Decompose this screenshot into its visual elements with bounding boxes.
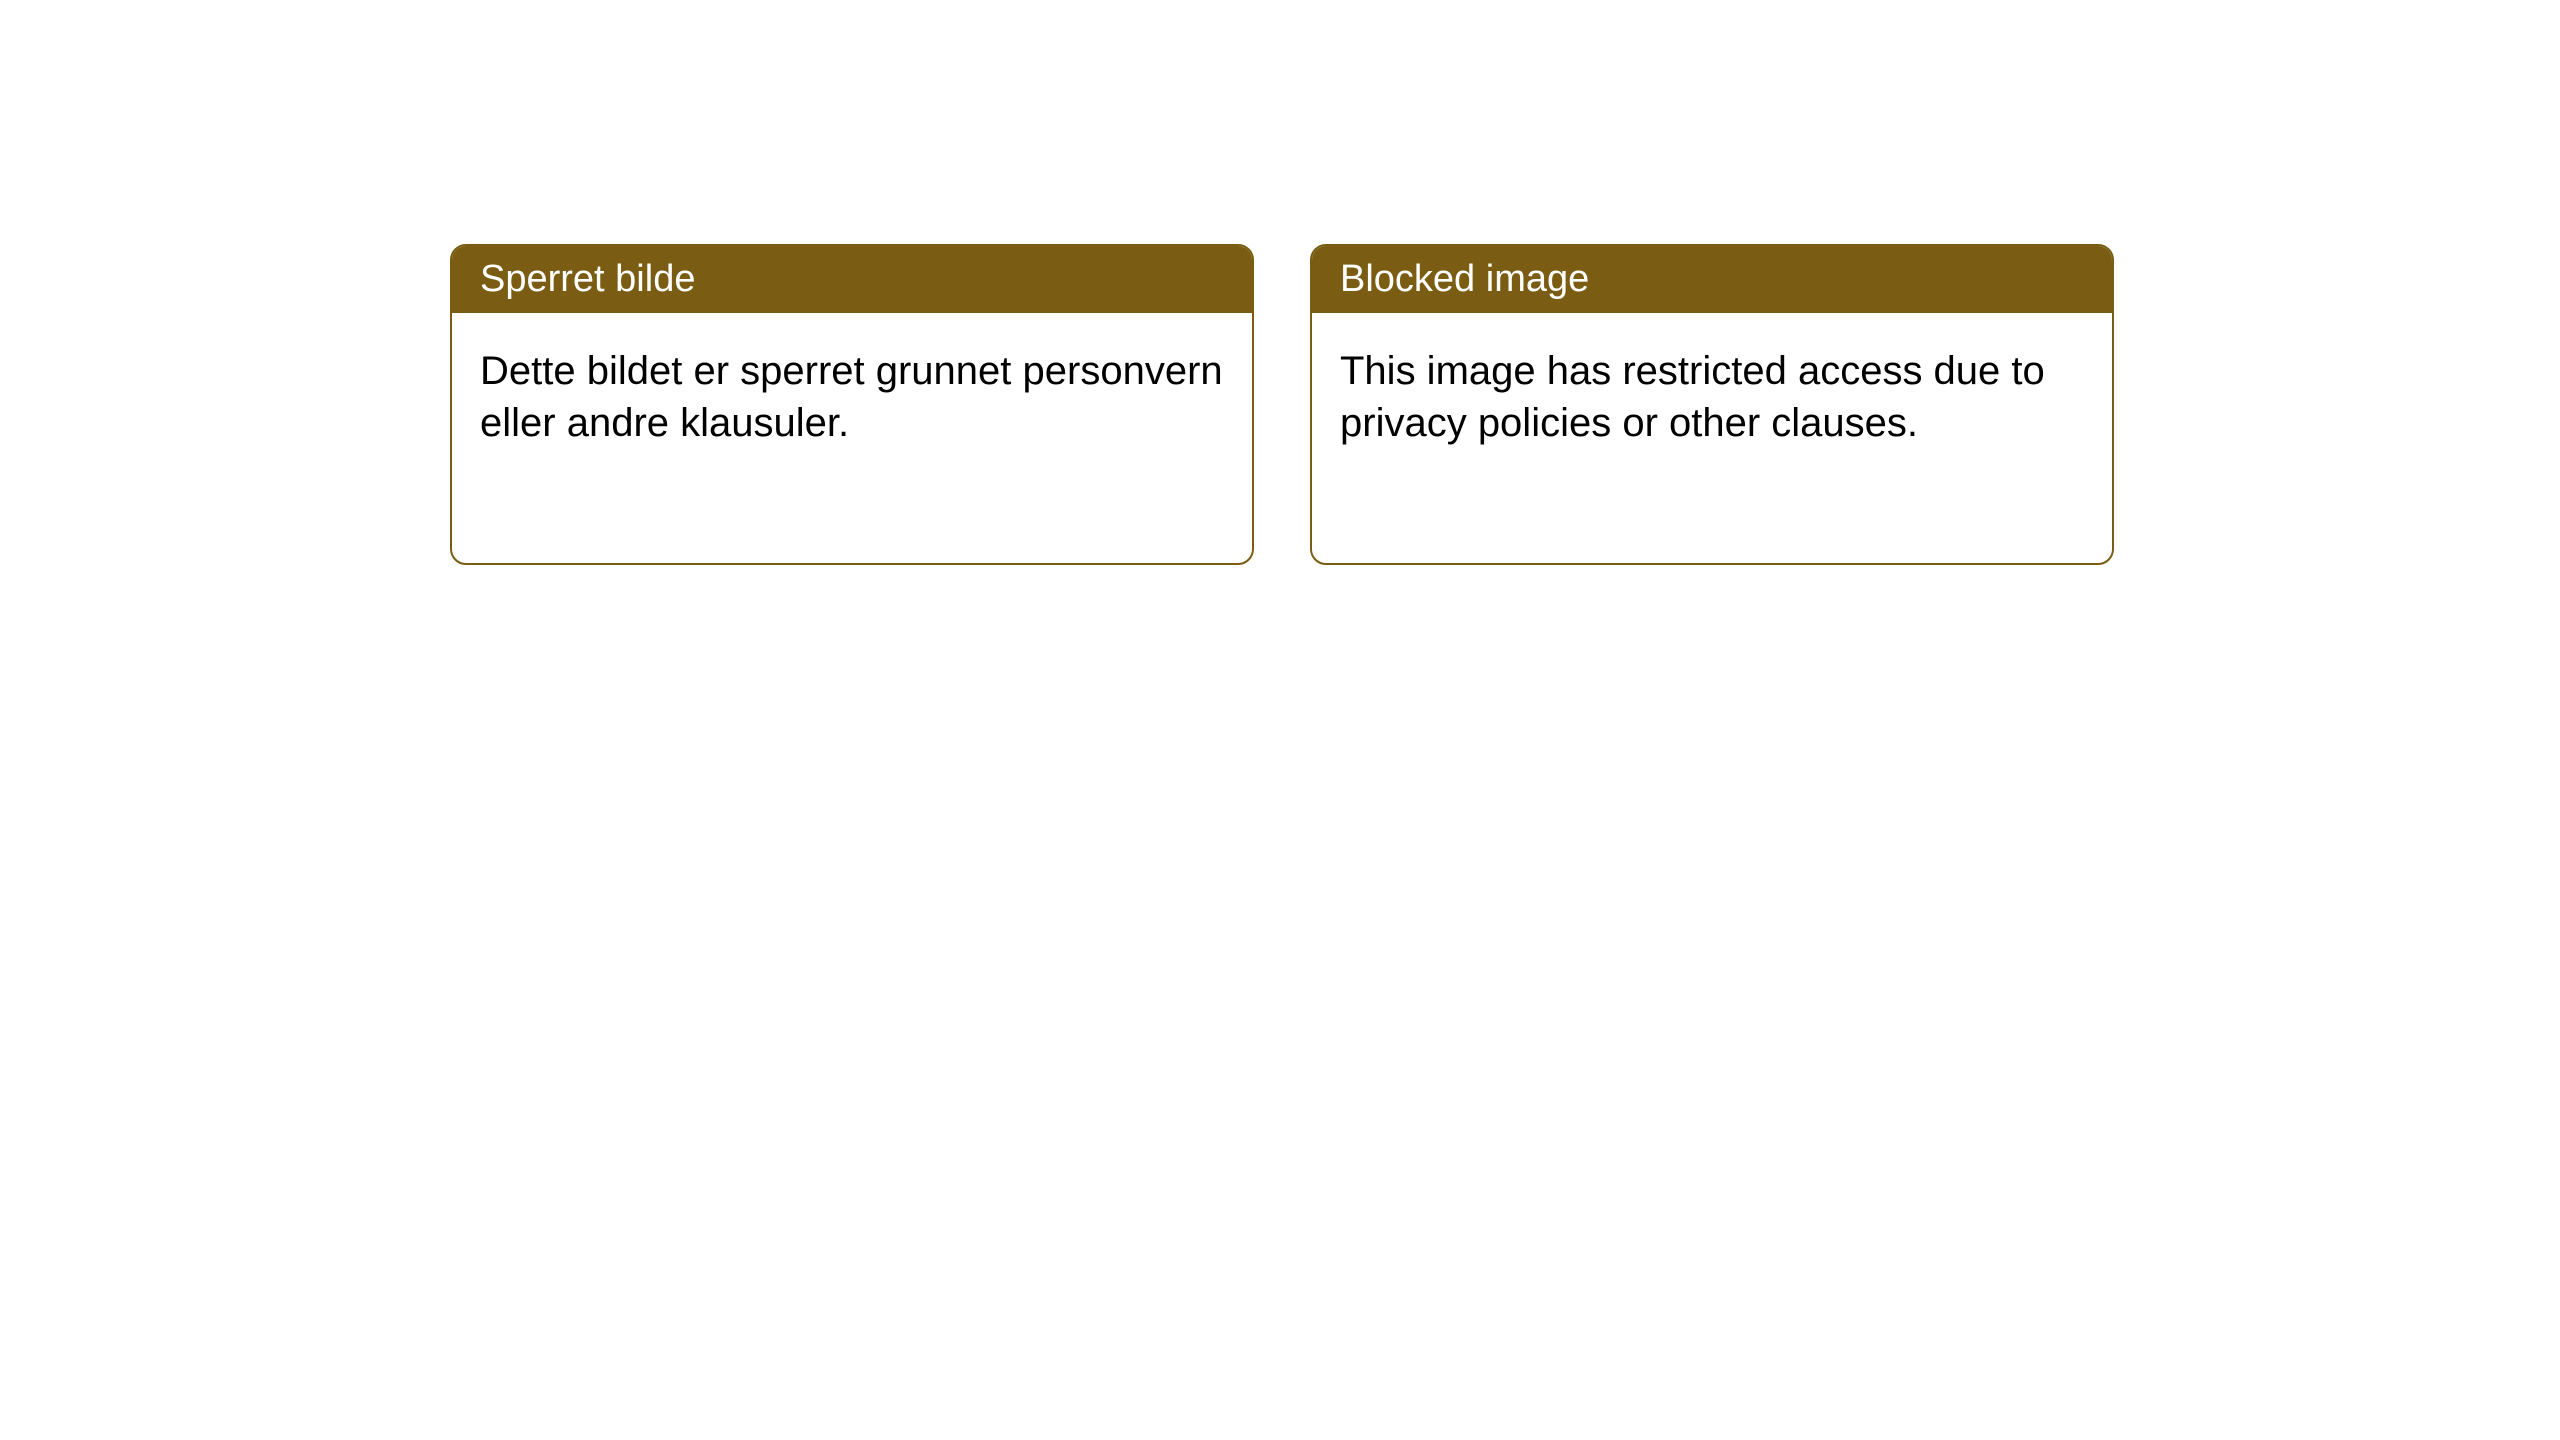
notice-text: This image has restricted access due to …: [1340, 349, 2045, 445]
notice-container: Sperret bilde Dette bildet er sperret gr…: [450, 244, 2114, 565]
notice-title: Blocked image: [1340, 258, 1589, 300]
notice-card-english: Blocked image This image has restricted …: [1310, 244, 2114, 565]
notice-header-english: Blocked image: [1312, 246, 2112, 313]
notice-body-norwegian: Dette bildet er sperret grunnet personve…: [452, 313, 1252, 563]
notice-card-norwegian: Sperret bilde Dette bildet er sperret gr…: [450, 244, 1254, 565]
notice-text: Dette bildet er sperret grunnet personve…: [480, 349, 1223, 445]
notice-title: Sperret bilde: [480, 258, 695, 300]
notice-header-norwegian: Sperret bilde: [452, 246, 1252, 313]
notice-body-english: This image has restricted access due to …: [1312, 313, 2112, 563]
